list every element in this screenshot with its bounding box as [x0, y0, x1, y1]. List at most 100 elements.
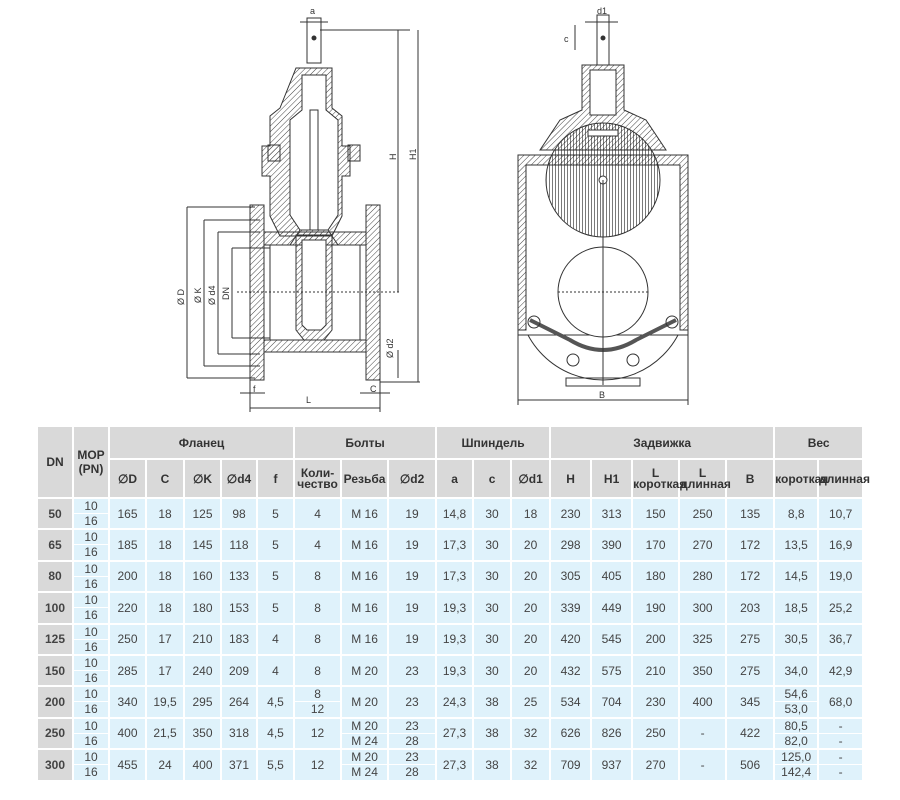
table-cell: 405 [590, 559, 634, 594]
table-cell: 30 [472, 591, 513, 625]
table-cell: 14,8 [435, 496, 475, 531]
table-cell: 230 [631, 685, 681, 719]
table-cell: 200 [631, 622, 681, 656]
cell-value: 16 [84, 733, 98, 748]
table-cell: 24 [145, 748, 185, 782]
table-cell: 42,9 [817, 653, 865, 688]
table-cell: 125 [183, 496, 222, 531]
table-cell: 19,3 [435, 591, 475, 625]
dim-d2: Ø d2 [385, 338, 395, 358]
table-cell: 19,3 [435, 653, 475, 688]
table-cell: 23 28 [387, 716, 438, 751]
cell-value: 54,6 [775, 687, 818, 703]
column-header-label: ∅K [192, 471, 213, 486]
table-cell: -- [817, 716, 865, 751]
cell-value: 53,0 [784, 702, 808, 717]
table-cell: 10 16 [72, 685, 110, 719]
cell-value: 23 [389, 750, 436, 766]
table-cell: 19 [387, 528, 438, 562]
column-header-label: Коли- [300, 465, 335, 480]
cell-value: - [838, 733, 843, 748]
cell-value: 16 [84, 765, 98, 780]
table-cell: 10 16 [72, 496, 110, 531]
table-cell: 180 [631, 559, 681, 594]
right-view-labels: d1 c B [564, 6, 607, 400]
table-cell: 10,7 [817, 496, 865, 531]
table-cell: 30 [472, 622, 513, 656]
column-header-label: H [566, 471, 575, 486]
table-cell: 16,9 [817, 528, 865, 562]
column-header-sublabel: короткая [633, 476, 687, 491]
column-header-label: ∅d1 [518, 471, 543, 486]
column-header-label: L [651, 465, 660, 480]
table-cell: 165 [108, 496, 147, 531]
dim-C: C [370, 384, 377, 394]
table-cell: 17 [145, 622, 185, 656]
table-cell: 432 [549, 653, 593, 688]
table-cell: 8,8 [773, 496, 820, 531]
table-cell: 50 [36, 496, 74, 531]
header-mop-label: МОР [77, 448, 105, 462]
cell-value: - [819, 719, 863, 734]
dim-d1: d1 [597, 6, 607, 16]
cell-value: 28 [405, 765, 419, 780]
table-cell: 19 [387, 622, 438, 656]
column-header: ∅d2 [387, 458, 438, 499]
column-header-sublabel: чество [297, 476, 338, 491]
cell-value: 10 [74, 593, 108, 609]
table-cell: - [678, 748, 728, 782]
table-cell: 23 [387, 685, 438, 719]
cell-value: 16 [84, 670, 98, 685]
column-header-label: H1 [603, 471, 620, 486]
table-cell: 8 [293, 591, 343, 625]
table-cell: M 16 [340, 591, 390, 625]
table-cell: 19 [387, 591, 438, 625]
table-cell: 160 [183, 559, 222, 594]
table-cell: 19,0 [817, 559, 865, 594]
table-cell: 18,5 [773, 591, 820, 625]
column-header-sublabel: длинная [680, 476, 731, 491]
table-cell: 20 [510, 591, 552, 625]
dim-c: c [564, 34, 569, 44]
column-header: ∅K [183, 458, 222, 499]
table-cell: 133 [220, 559, 258, 594]
cell-value: 10 [74, 625, 108, 640]
table-cell: M 20 [340, 653, 390, 688]
table-cell: 170 [631, 528, 681, 562]
column-header: c [472, 458, 513, 499]
left-view-labels: a H H1 Ø D Ø K Ø d4 DN Ø d2 f C L [176, 6, 418, 405]
table-cell: 14,5 [773, 559, 820, 594]
cell-value: 82,0 [784, 733, 808, 748]
table-cell: 250 [678, 496, 728, 531]
table-cell: 240 [183, 653, 222, 688]
table-cell: 20 [510, 559, 552, 594]
table-cell: 8 [293, 622, 343, 656]
column-header-label: длинная [819, 471, 870, 486]
dim-K: Ø K [193, 287, 203, 303]
table-cell: 295 [183, 685, 222, 719]
cell-value: 16 [84, 702, 98, 717]
cell-value: 10 [74, 562, 108, 577]
table-cell: 318 [220, 716, 258, 751]
column-header: a [435, 458, 475, 499]
table-cell: 19 [387, 496, 438, 531]
table-cell: 575 [590, 653, 634, 688]
table-row: 65 10 16 185 18 145 118 5 4 M 16 19 17,3 30 20 298 390 1… [36, 528, 865, 562]
table-cell: 18 [510, 496, 552, 531]
column-header-label: B [745, 471, 755, 486]
table-cell: 220 [108, 591, 147, 625]
table-cell: 125 [36, 622, 74, 656]
cell-value: 16 [84, 545, 98, 560]
table-cell: 10 16 [72, 748, 110, 782]
header-valve: Задвижка [549, 425, 776, 460]
column-header: B [725, 458, 776, 499]
table-cell: 19,5 [145, 685, 185, 719]
table-cell: 172 [725, 528, 776, 562]
table-cell: 4 [255, 622, 296, 656]
table-cell: 200 [36, 685, 74, 719]
table-cell: 371 [220, 748, 258, 782]
table-cell: 400 [108, 716, 147, 751]
table-cell: 275 [725, 653, 776, 688]
